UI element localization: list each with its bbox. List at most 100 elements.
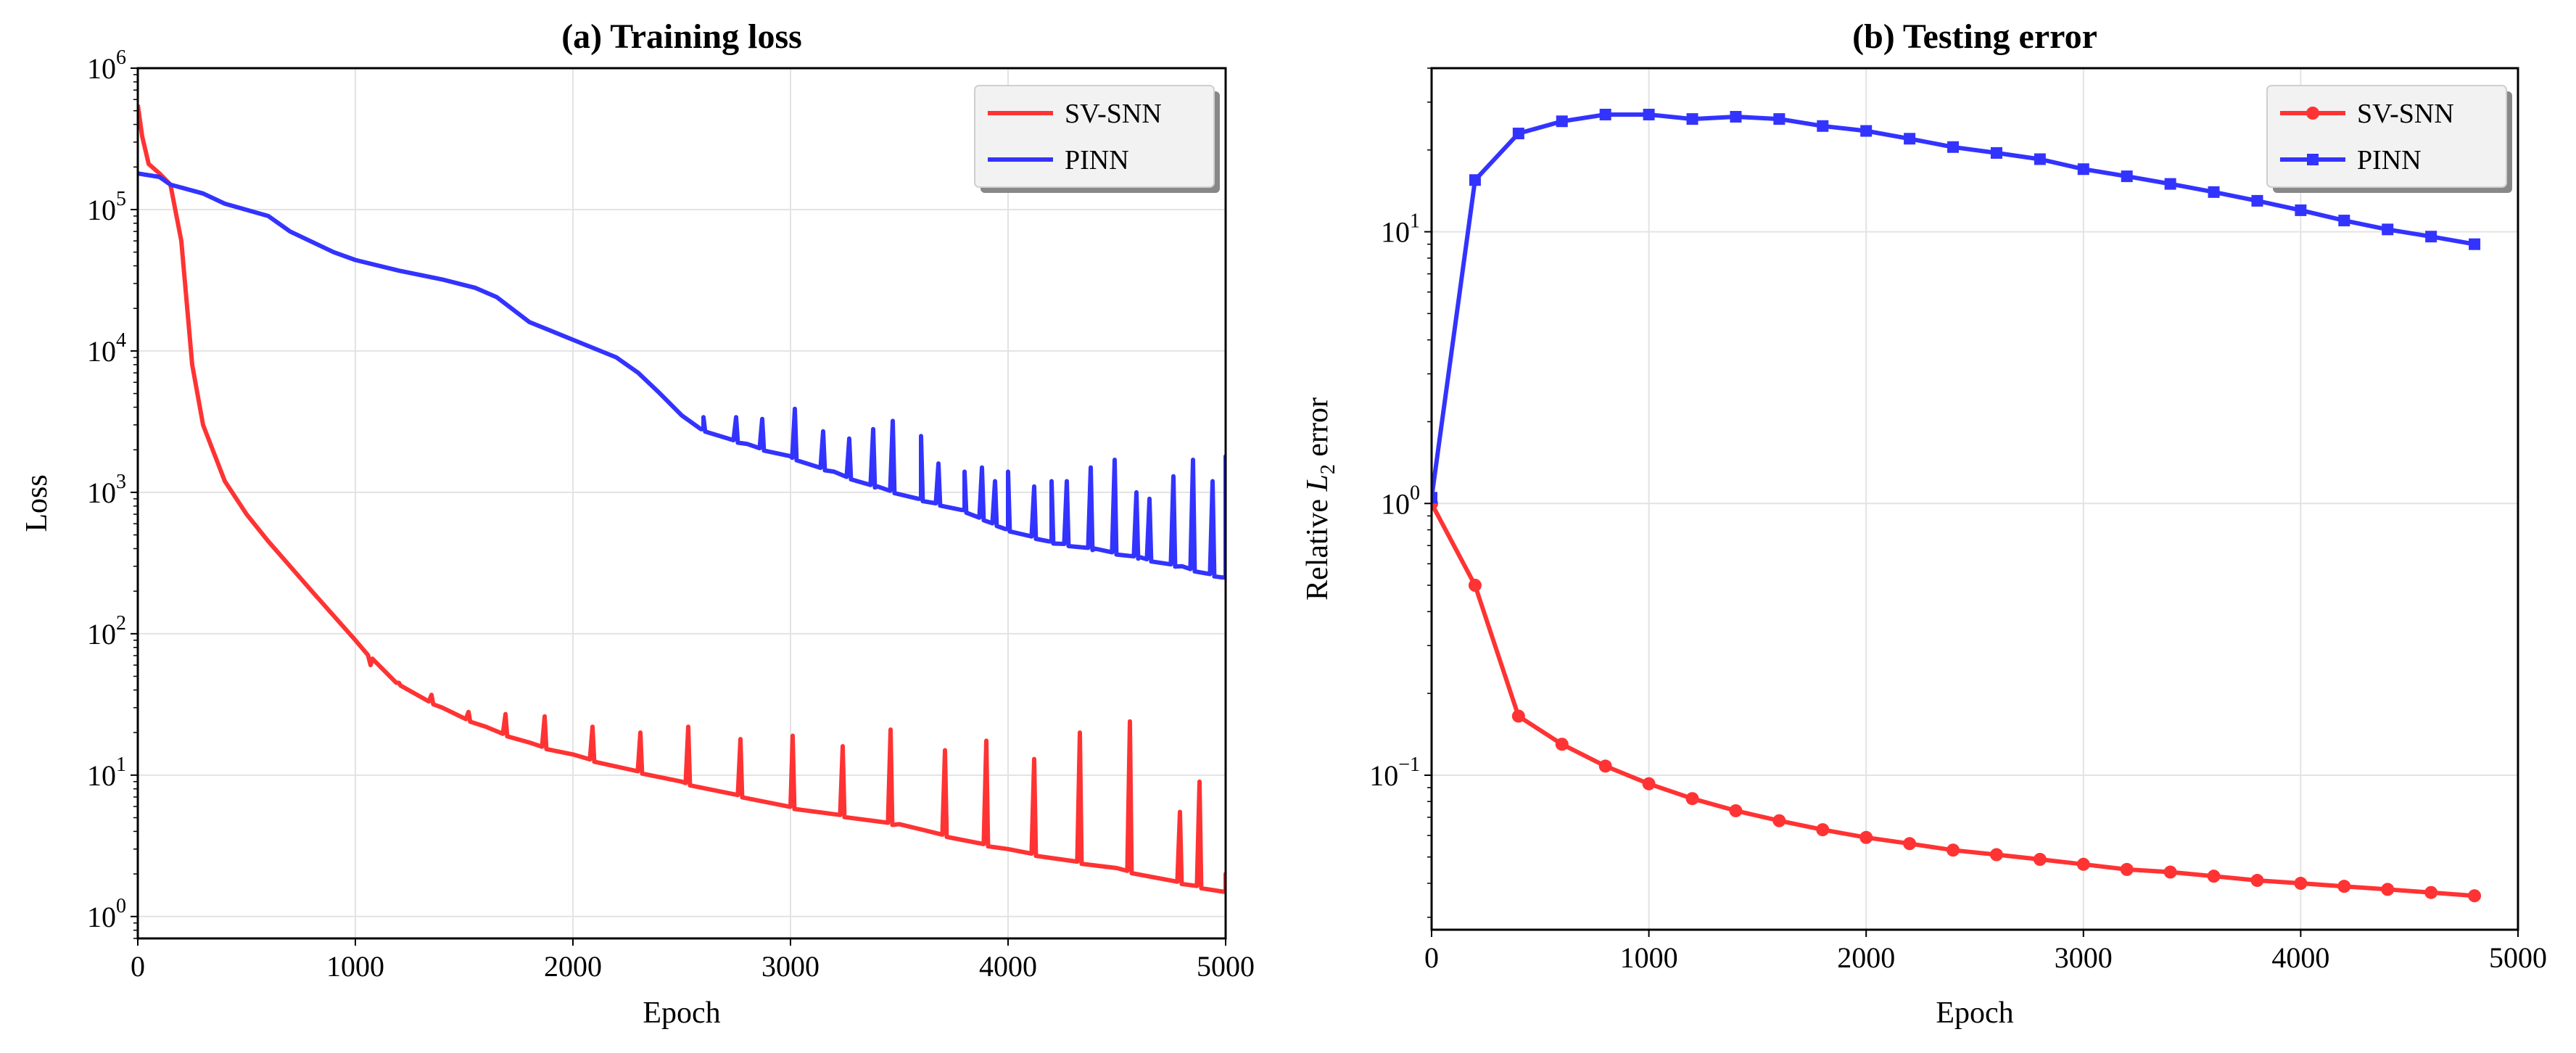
data-point-sv-snn: [1989, 848, 2003, 862]
y-tick-exponent: 0: [116, 895, 126, 917]
legend-label-pinn: PINN: [1065, 145, 1129, 176]
data-point-pinn: [1686, 113, 1698, 125]
y-tick-exponent: 1: [116, 753, 126, 776]
data-point-pinn: [2469, 238, 2481, 250]
x-tick-label: 4000: [2271, 941, 2329, 974]
data-point-sv-snn: [1859, 830, 1873, 844]
x-tick-label: 2000: [1837, 941, 1895, 974]
y-tick-label: 106: [87, 46, 126, 85]
data-point-sv-snn: [1947, 843, 1960, 857]
y-axis-label-a: Loss: [20, 474, 54, 532]
data-point-pinn: [2034, 153, 2046, 165]
data-point-pinn: [1947, 141, 1960, 153]
data-point-pinn: [2077, 163, 2089, 176]
panel-training-loss: 0 1000 2000 3000 4000 50001001011021031041051…: [20, 17, 1255, 1030]
data-point-pinn: [1990, 146, 2002, 159]
data-point-pinn: [1469, 174, 1481, 186]
y-tick-base: 10: [87, 759, 116, 792]
data-point-pinn: [1512, 128, 1524, 140]
data-point-sv-snn: [1903, 837, 1917, 851]
data-point-pinn: [2295, 204, 2307, 216]
data-point-pinn: [2338, 215, 2350, 227]
y-tick-label: 10−1: [1369, 753, 1420, 792]
y-axis-label-suffix: error: [1301, 397, 1334, 464]
data-point-pinn: [1432, 492, 1437, 504]
y-axis-label-b: Relative L2 error: [1301, 397, 1339, 600]
x-tick-label: 0: [1424, 941, 1439, 974]
data-point-pinn: [1556, 115, 1568, 128]
y-tick-base: 10: [1369, 759, 1398, 792]
x-tick-label: 1000: [1620, 941, 1678, 974]
data-point-sv-snn: [1642, 777, 1656, 790]
data-point-sv-snn: [1468, 579, 1482, 592]
legend-marker: [2306, 107, 2319, 120]
data-point-pinn: [1904, 133, 1916, 145]
y-tick-exponent: 6: [116, 46, 126, 69]
data-point-sv-snn: [1685, 792, 1699, 806]
data-point-pinn: [1860, 125, 1873, 137]
y-axis-label-symbol: L: [1301, 474, 1334, 492]
y-tick-base: 10: [87, 901, 116, 933]
data-point-sv-snn: [1772, 814, 1786, 827]
data-point-sv-snn: [1511, 709, 1525, 723]
x-tick-label: 2000: [544, 950, 602, 983]
y-tick-label: 101: [1381, 210, 1420, 249]
legend-b: SV-SNN PINN: [2266, 85, 2512, 193]
y-tick-base: 10: [87, 335, 116, 368]
legend-a: SV-SNN PINN: [974, 85, 1220, 193]
y-tick-label: 105: [87, 188, 126, 226]
y-tick-exponent: 0: [1410, 482, 1420, 504]
data-point-pinn: [2208, 186, 2220, 198]
x-tick-label: 4000: [979, 950, 1037, 983]
x-tick-label: 5000: [1197, 950, 1255, 983]
data-point-sv-snn: [2207, 870, 2221, 883]
data-point-pinn: [2382, 223, 2394, 236]
y-tick-label: 100: [1381, 482, 1420, 520]
data-point-pinn: [1730, 110, 1742, 123]
series-line-sv-snn: [1432, 502, 2475, 899]
x-tick-label: 3000: [761, 950, 820, 983]
data-point-sv-snn: [2250, 874, 2264, 888]
y-axis-label-subscript: 2: [1317, 464, 1339, 474]
y-tick-label: 100: [87, 895, 126, 933]
y-tick-exponent: 4: [116, 329, 126, 352]
y-tick-base: 10: [87, 618, 116, 651]
data-point-pinn: [2121, 170, 2133, 183]
series-group-a: [138, 104, 1226, 894]
y-tick-exponent: 5: [116, 188, 126, 210]
legend-label-pinn: PINN: [2357, 145, 2422, 176]
x-axis-label-b: Epoch: [1936, 996, 2013, 1030]
y-tick-exponent: 2: [116, 612, 126, 635]
y-tick-base: 10: [87, 194, 116, 226]
legend-marker: [2307, 154, 2319, 165]
data-point-sv-snn: [2076, 857, 2090, 871]
data-point-sv-snn: [1816, 823, 1830, 837]
series-group-b: [1432, 108, 2482, 903]
ticks-a: 0 1000 2000 3000 4000 50001001011021031041051…: [87, 46, 1255, 983]
x-tick-label: 0: [131, 950, 145, 983]
data-point-pinn: [1817, 120, 1829, 132]
y-tick-label: 101: [87, 753, 126, 792]
legend-label-sv-snn: SV-SNN: [2357, 99, 2454, 129]
y-tick-exponent: −1: [1398, 753, 1420, 776]
y-tick-base: 10: [1381, 216, 1410, 249]
plot-frame-b: [1430, 67, 2519, 931]
data-point-sv-snn: [1729, 804, 1743, 817]
data-point-pinn: [2251, 194, 2263, 207]
y-tick-label: 103: [87, 471, 126, 509]
grid-a: [137, 67, 1226, 938]
data-point-sv-snn: [1598, 759, 1612, 773]
y-tick-base: 10: [87, 52, 116, 85]
y-tick-base: 10: [87, 476, 116, 509]
data-point-sv-snn: [2468, 889, 2482, 903]
data-point-sv-snn: [2120, 862, 2134, 876]
x-tick-label: 3000: [2055, 941, 2113, 974]
y-tick-label: 102: [87, 612, 126, 651]
data-point-sv-snn: [2381, 883, 2395, 896]
x-tick-label: 5000: [2489, 941, 2547, 974]
chart-title-b: (b) Testing error: [1852, 17, 2097, 56]
series-line-pinn: [138, 171, 1226, 580]
chart-title-a: (a) Training loss: [561, 17, 802, 56]
